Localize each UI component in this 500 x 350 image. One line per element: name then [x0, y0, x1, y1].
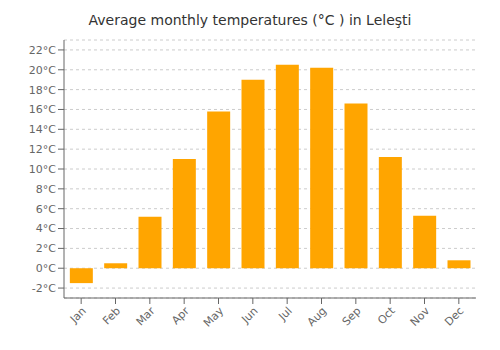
svg-text:Nov: Nov	[408, 304, 433, 329]
svg-text:Jul: Jul	[276, 304, 295, 323]
svg-text:Feb: Feb	[100, 304, 123, 327]
svg-text:-2°C: -2°C	[32, 282, 56, 295]
svg-text:Sep: Sep	[340, 304, 364, 328]
svg-text:Mar: Mar	[134, 304, 158, 328]
svg-text:4°C: 4°C	[36, 222, 56, 235]
svg-text:8°C: 8°C	[36, 183, 56, 196]
svg-text:6°C: 6°C	[36, 203, 56, 216]
svg-text:22°C: 22°C	[29, 44, 56, 57]
svg-text:2°C: 2°C	[36, 242, 56, 255]
svg-text:0°C: 0°C	[36, 262, 56, 275]
svg-text:14°C: 14°C	[29, 123, 56, 136]
html-text:Average monthly temperatures (: Average monthly temperatures (°C ) in Le…	[88, 12, 412, 28]
svg-text:Jun: Jun	[238, 304, 260, 326]
svg-text:20°C: 20°C	[29, 64, 56, 77]
svg-text:18°C: 18°C	[29, 84, 56, 97]
svg-text:Oct: Oct	[375, 304, 398, 327]
svg-text:Apr: Apr	[169, 304, 192, 327]
svg-text:10°C: 10°C	[29, 163, 56, 176]
svg-text:Aug: Aug	[305, 304, 329, 328]
svg-text:Jan: Jan	[67, 304, 89, 326]
svg-text:12°C: 12°C	[29, 143, 56, 156]
svg-text:May: May	[201, 304, 227, 330]
svg-text:16°C: 16°C	[29, 103, 56, 116]
svg-text:Dec: Dec	[442, 304, 466, 328]
